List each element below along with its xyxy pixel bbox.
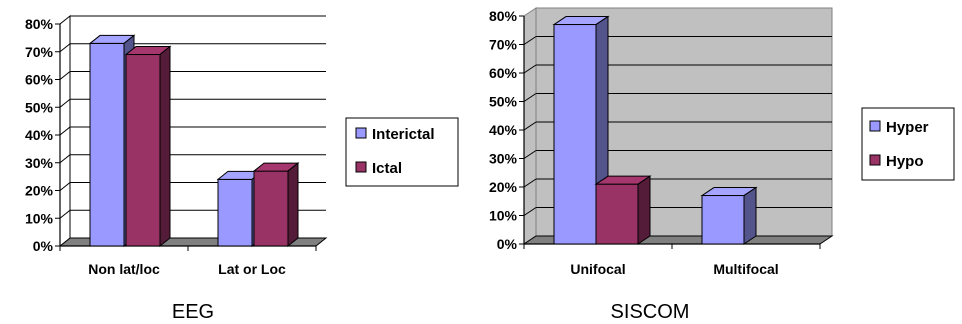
siscom-gridline-diag [523,207,537,216]
eeg-y-tick-label: 40% [25,127,54,143]
siscom-y-tick-label: 80% [489,8,518,24]
eeg-legend-swatch-interictal [355,127,367,139]
siscom-y-tick-label: 70% [489,37,518,53]
siscom-legend-label-hypo: Hypo [886,153,924,170]
eeg-y-tick-label: 60% [25,72,54,88]
eeg-legend: Interictal Ictal [345,117,459,187]
eeg-gridline-diag [59,209,71,219]
siscom-legend: Hyper Hypo [861,107,955,181]
eeg-y-tick-label: 30% [25,155,54,171]
eeg-gridline-diag [59,71,71,80]
siscom-gridline-diag [523,64,537,74]
siscom-x-tick-label: Unifocal [570,261,625,277]
siscom-gridline-diag [523,93,537,102]
siscom-y-tick-label: 40% [489,122,518,138]
eeg-legend-label-interictal: Interictal [372,126,435,143]
siscom-y-tick-label: 60% [489,65,518,81]
eeg-y-tick-label: 20% [25,183,54,199]
siscom-subtitle: SISCOM [611,301,690,323]
siscom-y-ticks: 0% 10% 20% 30% 40% 50% 60% 70% 80% [489,8,821,252]
eeg-gridline-diag [59,154,71,164]
siscom-y-tick-label: 50% [489,94,518,110]
siscom-bar-hyper-1 [700,186,758,245]
siscom-y-tick-label: 0% [497,236,518,252]
siscom-y-tick-label: 10% [489,208,518,224]
siscom-legend-label-hyper: Hyper [886,119,929,136]
eeg-x-tick-label: Lat or Loc [218,261,286,277]
eeg-bars [88,34,300,248]
siscom-gridline-diag [523,121,537,131]
siscom-y-tick-label: 20% [489,179,518,195]
eeg-chart: 0% 10% 20% 30% 40% 50% 60% 70% 80% Non lat/loc La… [25,14,459,323]
eeg-y-tick-label: 10% [25,210,54,226]
siscom-gridline-diag [523,36,537,45]
siscom-gridline-diag [523,178,537,188]
siscom-gridline-diag [523,150,537,159]
eeg-y-tick-label: 0% [33,238,54,254]
eeg-x-tick-labels: Non lat/loc Lat or Loc [88,261,286,277]
eeg-legend-swatch-ictal [355,161,367,173]
eeg-y-tick-label: 80% [25,16,54,32]
eeg-gridline-diag [59,98,71,108]
eeg-bar-ictal-0 [124,45,172,248]
siscom-y-tick-label: 30% [489,151,518,167]
eeg-bar-ictal-1 [252,162,300,248]
eeg-x-tick-label: Non lat/loc [88,261,160,277]
siscom-bars [552,15,758,245]
siscom-legend-swatch-hyper [869,120,881,132]
siscom-legend-box [861,107,955,181]
eeg-y-tick-label: 70% [25,44,54,60]
eeg-y-tick-label: 50% [25,99,54,115]
eeg-gridline-diag [59,182,71,191]
siscom-chart: 0% 10% 20% 30% 40% 50% 60% 70% 80% Unifocal Multi… [489,7,955,323]
siscom-bar-hypo-0 [594,175,652,245]
siscom-legend-swatch-hypo [869,154,881,166]
eeg-subtitle: EEG [172,301,214,323]
eeg-legend-label-ictal: Ictal [372,160,402,177]
eeg-gridline-diag [59,126,71,136]
eeg-y-ticks: 0% 10% 20% 30% 40% 50% 60% 70% 80% [25,16,317,254]
siscom-x-tick-labels: Unifocal Multifocal [570,261,778,277]
siscom-x-tick-label: Multifocal [713,261,778,277]
eeg-gridline-diag [59,43,71,53]
